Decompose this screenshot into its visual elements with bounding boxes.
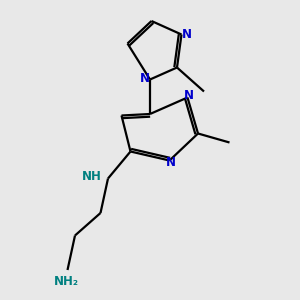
- Text: N: N: [182, 28, 192, 41]
- Text: N: N: [140, 72, 150, 86]
- Text: NH₂: NH₂: [53, 275, 79, 288]
- Text: N: N: [166, 156, 176, 169]
- Text: NH: NH: [82, 170, 101, 184]
- Text: N: N: [184, 89, 194, 102]
